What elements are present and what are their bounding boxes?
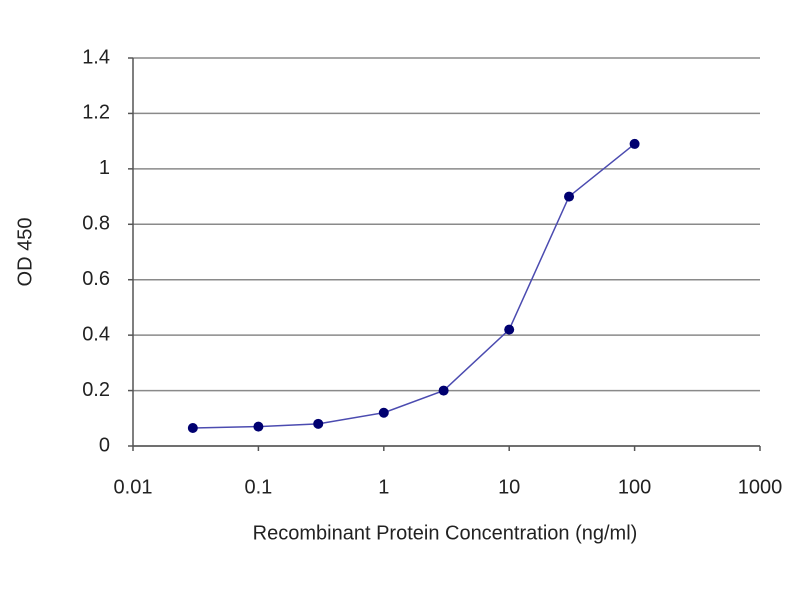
marker xyxy=(564,191,575,202)
x-tick-label: 0.01 xyxy=(114,476,153,498)
line xyxy=(192,143,636,429)
x-tick-label: 10 xyxy=(498,476,520,498)
marker xyxy=(438,385,449,396)
y-tick-label: 0.8 xyxy=(82,213,110,235)
marker xyxy=(253,421,264,432)
y-axis-label: OD 450 xyxy=(14,218,36,287)
x-tick-label: 0.1 xyxy=(244,476,272,498)
marker xyxy=(504,324,515,335)
y-tick-label: 1 xyxy=(99,157,110,179)
marker xyxy=(187,422,198,433)
x-axis-label: Recombinant Protein Concentration (ng/ml… xyxy=(253,522,638,544)
marker xyxy=(313,418,324,429)
y-tick-label: 0.4 xyxy=(82,323,110,345)
marker xyxy=(378,407,389,418)
marker xyxy=(629,138,640,149)
y-tick-label: 0.6 xyxy=(82,268,110,290)
y-tick-label: 1.4 xyxy=(82,46,110,68)
y-tick-label: 0.2 xyxy=(82,379,110,401)
x-tick-label: 1 xyxy=(378,476,389,498)
x-tick-label: 100 xyxy=(618,476,651,498)
x-tick-label: 1000 xyxy=(738,476,783,498)
y-tick-label: 1.2 xyxy=(82,102,110,124)
y-tick-label: 0 xyxy=(99,434,110,456)
